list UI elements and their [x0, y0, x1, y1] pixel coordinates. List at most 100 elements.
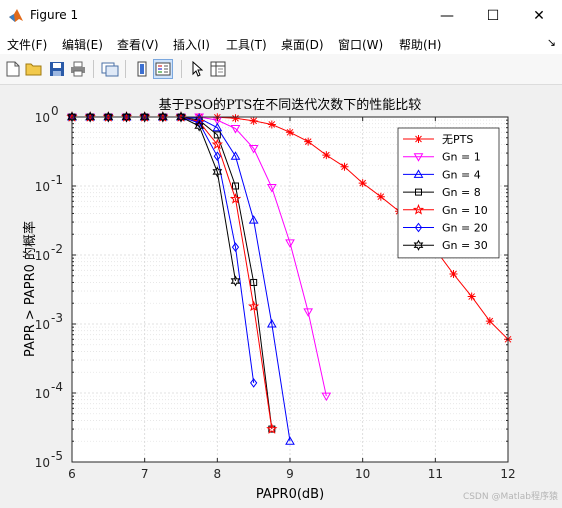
colorbar-icon[interactable]: [132, 59, 152, 79]
data-point-pentagram: [412, 203, 425, 215]
data-point-star: [376, 192, 385, 201]
menu-tools[interactable]: 工具(T): [226, 38, 267, 52]
data-point-star: [231, 114, 240, 123]
data-point-triangle-up: [266, 318, 277, 328]
y-tick-exponent: -4: [51, 380, 63, 394]
toolbar-separator: [125, 60, 126, 78]
save-icon[interactable]: [47, 59, 67, 79]
data-point-pentagram: [229, 192, 242, 204]
data-point-triangle-up: [285, 436, 295, 445]
open-file-icon[interactable]: [24, 59, 44, 79]
maximize-icon: ☐: [486, 8, 500, 24]
x-tick-label: 9: [286, 467, 294, 481]
data-point-star: [358, 179, 367, 188]
x-tick-label: 12: [500, 467, 515, 481]
data-point-star: [467, 292, 476, 301]
legend-label: Gn = 4: [442, 168, 481, 181]
data-point-diamond: [213, 151, 221, 162]
legend-entry: Gn = 20: [403, 222, 488, 235]
x-tick-label: 8: [214, 467, 222, 481]
legend-label: Gn = 1: [442, 151, 481, 164]
data-point-hexagram: [85, 111, 96, 123]
x-tick-label: 10: [355, 467, 370, 481]
legend-label: Gn = 8: [442, 186, 481, 199]
data-point-triangle-down: [285, 239, 295, 248]
data-point-hexagram: [121, 111, 132, 123]
close-icon: ✕: [533, 8, 545, 24]
data-point-star: [485, 317, 494, 326]
data-point-star: [267, 120, 276, 129]
legend[interactable]: 无PTS Gn = 1 Gn = 4 Gn = 8 Gn = 10 Gn = 20 Gn =…: [397, 127, 500, 259]
data-point-triangle-up: [230, 151, 241, 160]
menu-bar: 文件(F) 编辑(E) 查看(V) 插入(I) 工具(T) 桌面(D) 窗口(W…: [0, 32, 562, 54]
maximize-button[interactable]: ☐: [470, 0, 516, 32]
x-axis-label: PAPR0(dB): [256, 487, 324, 502]
print-icon[interactable]: [68, 59, 88, 79]
data-point-hexagram: [212, 166, 223, 178]
data-point-square: [213, 131, 221, 139]
link-plot-icon[interactable]: [100, 59, 120, 79]
x-tick-label: 7: [141, 467, 149, 481]
data-point-diamond: [231, 242, 240, 252]
x-tick-label: 6: [68, 467, 76, 481]
y-tick-exponent: -1: [51, 173, 63, 187]
data-point-triangle-down: [248, 144, 259, 154]
y-tick-exponent: -3: [51, 311, 63, 325]
data-point-hexagram: [413, 239, 424, 251]
x-tick-label: 11: [428, 467, 443, 481]
legend-label: 无PTS: [442, 133, 473, 146]
data-point-pentagram: [266, 423, 278, 434]
legend-entry: 无PTS: [403, 133, 473, 146]
toolbar-separator: [93, 60, 94, 78]
minimize-icon: —: [440, 8, 454, 24]
property-inspector-icon[interactable]: [208, 59, 228, 79]
figure-toolbar: [0, 54, 562, 85]
menu-desktop[interactable]: 桌面(D): [281, 38, 324, 52]
data-point-star: [449, 270, 458, 279]
data-point-pentagram: [248, 300, 260, 312]
menu-view[interactable]: 查看(V): [117, 38, 159, 52]
title-bar: Figure 1 — ☐ ✕: [0, 0, 562, 32]
legend-box: [397, 127, 500, 259]
menu-window[interactable]: 窗口(W): [338, 38, 384, 52]
data-point-star: [249, 116, 258, 125]
legend-label: Gn = 30: [442, 239, 488, 252]
pointer-icon[interactable]: [187, 59, 207, 79]
y-tick-label: 10: [35, 387, 50, 401]
data-point-star: [414, 135, 423, 143]
watermark-text: CSDN @Matlab程序猿: [462, 492, 558, 502]
data-point-triangle-up: [413, 169, 424, 178]
legend-entry: Gn = 4: [403, 168, 481, 181]
y-tick-label: 10: [35, 249, 50, 263]
y-tick-label: 10: [35, 111, 50, 125]
y-tick-label: 10: [35, 456, 50, 470]
data-point-triangle-down: [413, 153, 424, 162]
minimize-button[interactable]: —: [424, 0, 470, 32]
data-point-triangle-up: [212, 122, 223, 132]
legend-entry: Gn = 30: [403, 239, 488, 252]
menu-help[interactable]: 帮助(H): [399, 38, 442, 52]
data-point-hexagram: [139, 111, 150, 123]
legend-icon[interactable]: [153, 59, 173, 79]
data-point-triangle-down: [321, 392, 332, 402]
data-point-hexagram: [194, 120, 205, 132]
legend-label: Gn = 20: [442, 222, 488, 235]
menu-file[interactable]: 文件(F): [7, 38, 48, 52]
menu-edit[interactable]: 编辑(E): [62, 38, 103, 52]
y-tick-label: 10: [35, 318, 50, 332]
data-point-pentagram: [211, 138, 223, 150]
close-button[interactable]: ✕: [516, 0, 562, 32]
data-point-triangle-down: [266, 184, 277, 193]
data-point-star: [286, 128, 294, 137]
y-tick-exponent: 0: [51, 104, 59, 118]
data-point-square: [250, 278, 258, 286]
legend-entry: Gn = 10: [403, 204, 488, 217]
new-figure-icon[interactable]: [3, 59, 23, 79]
data-point-hexagram: [103, 111, 114, 123]
dock-arrow-icon[interactable]: ↘: [546, 36, 556, 49]
menu-insert[interactable]: 插入(I): [173, 38, 210, 52]
data-point-star: [340, 162, 349, 171]
data-point-hexagram: [157, 111, 168, 123]
data-point-triangle-down: [303, 308, 314, 317]
